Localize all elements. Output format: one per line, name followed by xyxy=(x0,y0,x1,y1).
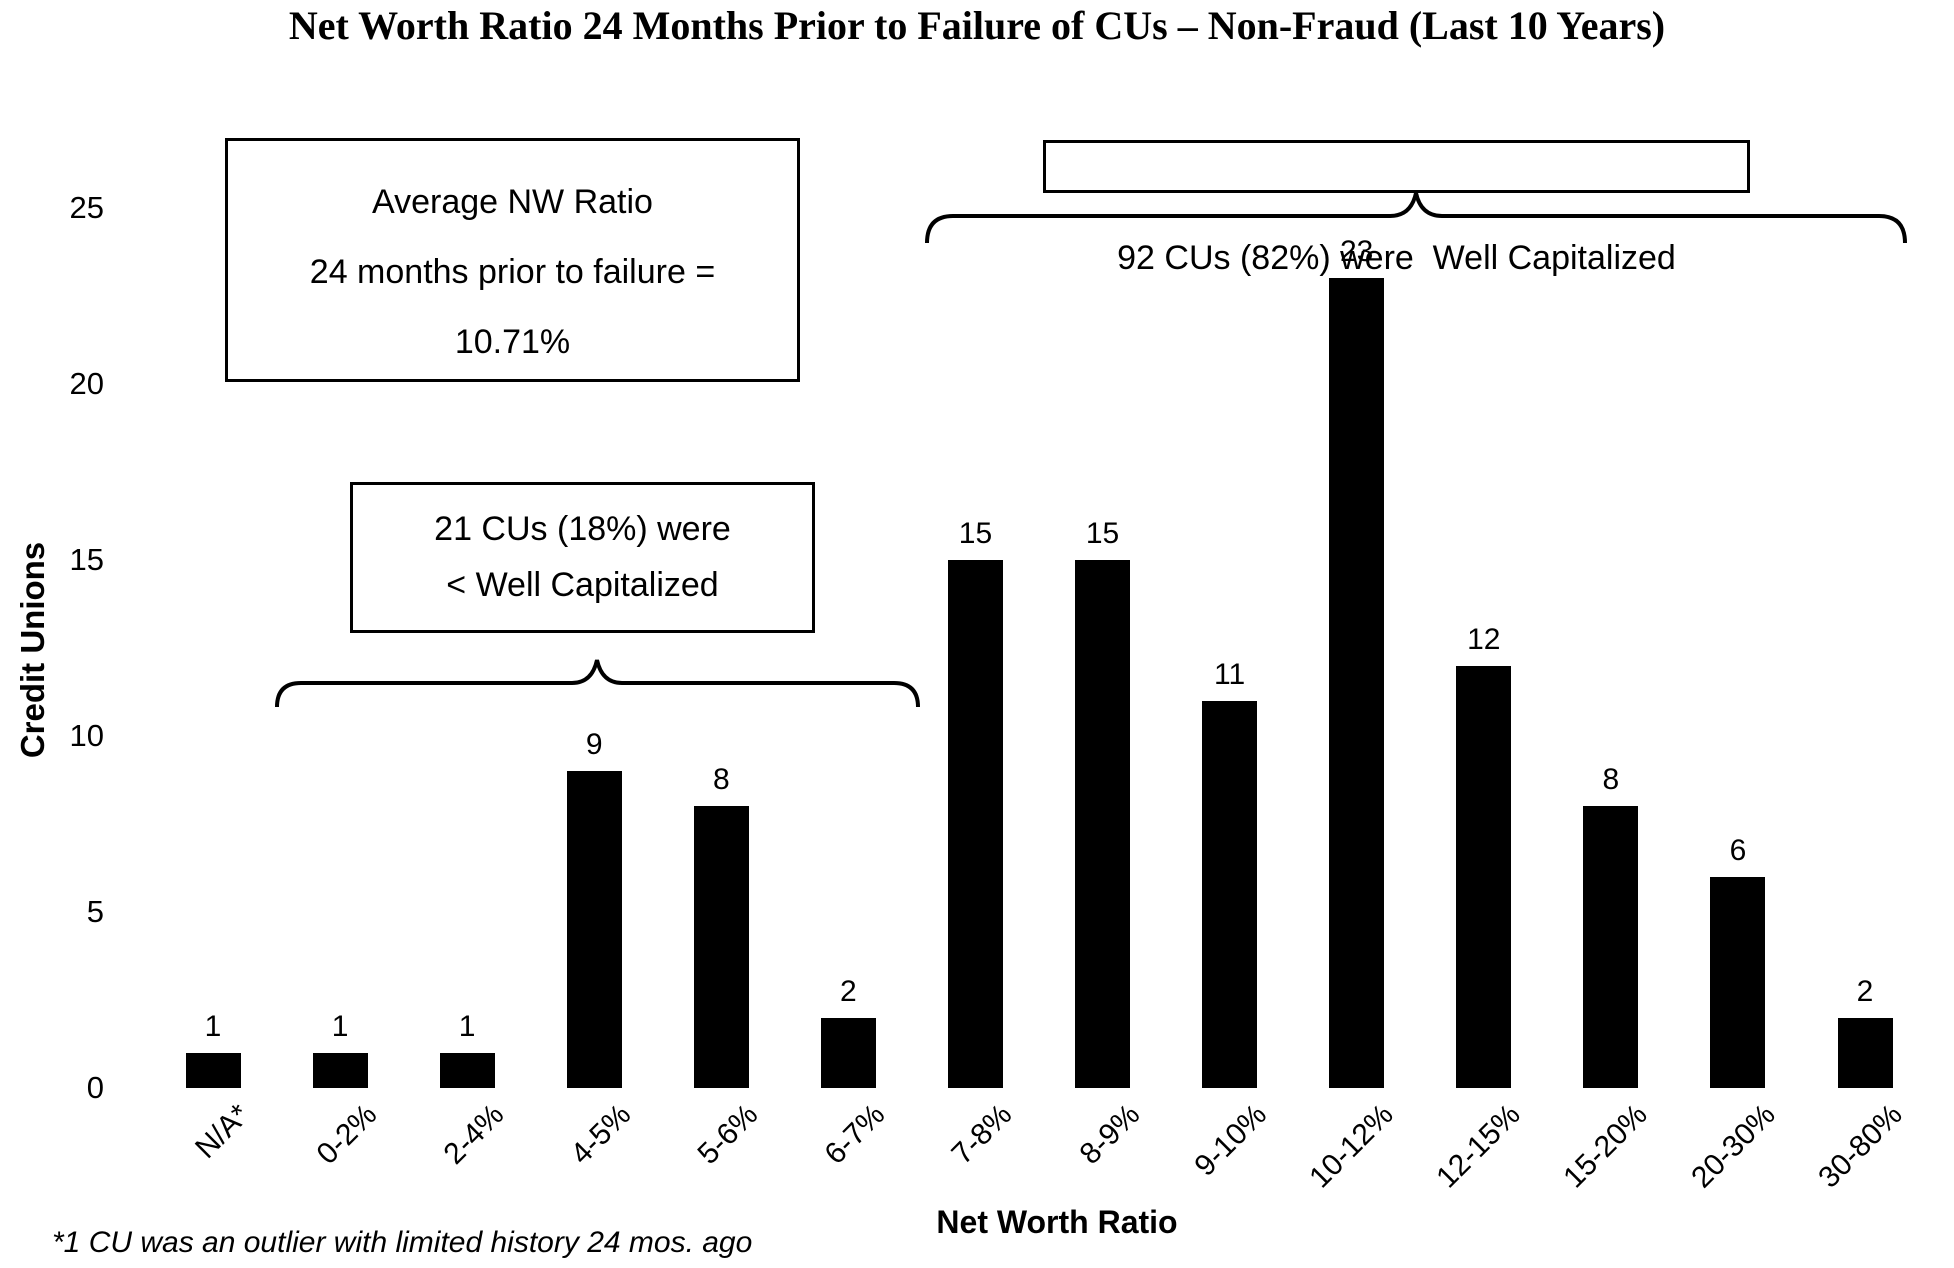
y-tick-label: 5 xyxy=(86,894,104,929)
bar xyxy=(439,1052,495,1088)
annotation-line: < Well Capitalized xyxy=(446,566,719,604)
bar xyxy=(693,806,749,1088)
y-tick-label: 15 xyxy=(69,542,104,577)
bar-value-label: 8 xyxy=(1602,763,1620,797)
annotation-average-nw-ratio-box: Average NW Ratio 24 months prior to fail… xyxy=(225,138,800,382)
bar xyxy=(566,771,622,1088)
left-group-brace xyxy=(275,659,920,708)
annotation-line: 10.71% xyxy=(454,323,571,361)
bar-value-label: 8 xyxy=(712,763,730,797)
annotation-line: Average NW Ratio xyxy=(372,183,653,221)
bar-value-label: 2 xyxy=(1856,974,1874,1008)
bar-value-label: 1 xyxy=(204,1009,222,1043)
bar xyxy=(1075,560,1131,1088)
bar xyxy=(185,1052,241,1088)
bar xyxy=(1710,876,1766,1088)
annotation-line: 21 CUs (18%) were xyxy=(434,510,731,548)
bar-value-label: 12 xyxy=(1467,622,1501,656)
y-tick-label: 0 xyxy=(86,1070,104,1105)
bar xyxy=(820,1017,876,1088)
bar xyxy=(1583,806,1639,1088)
bar-value-label: 23 xyxy=(1340,235,1374,269)
bar-value-label: 1 xyxy=(331,1009,349,1043)
bar-value-label: 11 xyxy=(1214,657,1246,691)
annotation-less-well-capitalized-box: 21 CUs (18%) were < Well Capitalized xyxy=(350,482,815,633)
right-group-brace xyxy=(925,192,1907,244)
bar-value-label: 1 xyxy=(458,1009,476,1043)
y-tick-label: 25 xyxy=(69,190,104,225)
bar xyxy=(1329,278,1385,1088)
bar-value-label: 2 xyxy=(840,974,857,1008)
x-axis-title: Net Worth Ratio xyxy=(936,1204,1178,1240)
bar-value-label: 9 xyxy=(585,728,603,762)
bar xyxy=(1202,700,1258,1088)
bar-value-label: 6 xyxy=(1729,833,1747,867)
bar xyxy=(947,560,1003,1088)
y-tick-label: 10 xyxy=(69,718,104,753)
chart-title: Net Worth Ratio 24 Months Prior to Failu… xyxy=(288,3,1666,48)
bar xyxy=(312,1052,368,1088)
bar xyxy=(1456,665,1512,1088)
annotation-well-capitalized-box: 92 CUs (82%) were Well Capitalized xyxy=(1043,140,1750,277)
annotation-line: 92 CUs (82%) were Well Capitalized xyxy=(1117,239,1676,277)
bar-value-label: 15 xyxy=(958,517,993,550)
bar xyxy=(1837,1017,1893,1088)
bar-value-label: 15 xyxy=(1085,517,1120,550)
y-tick-label: 20 xyxy=(69,366,104,401)
footnote: *1 CU was an outlier with limited histor… xyxy=(52,1226,753,1259)
annotation-line: 24 months prior to failure = xyxy=(309,253,716,291)
